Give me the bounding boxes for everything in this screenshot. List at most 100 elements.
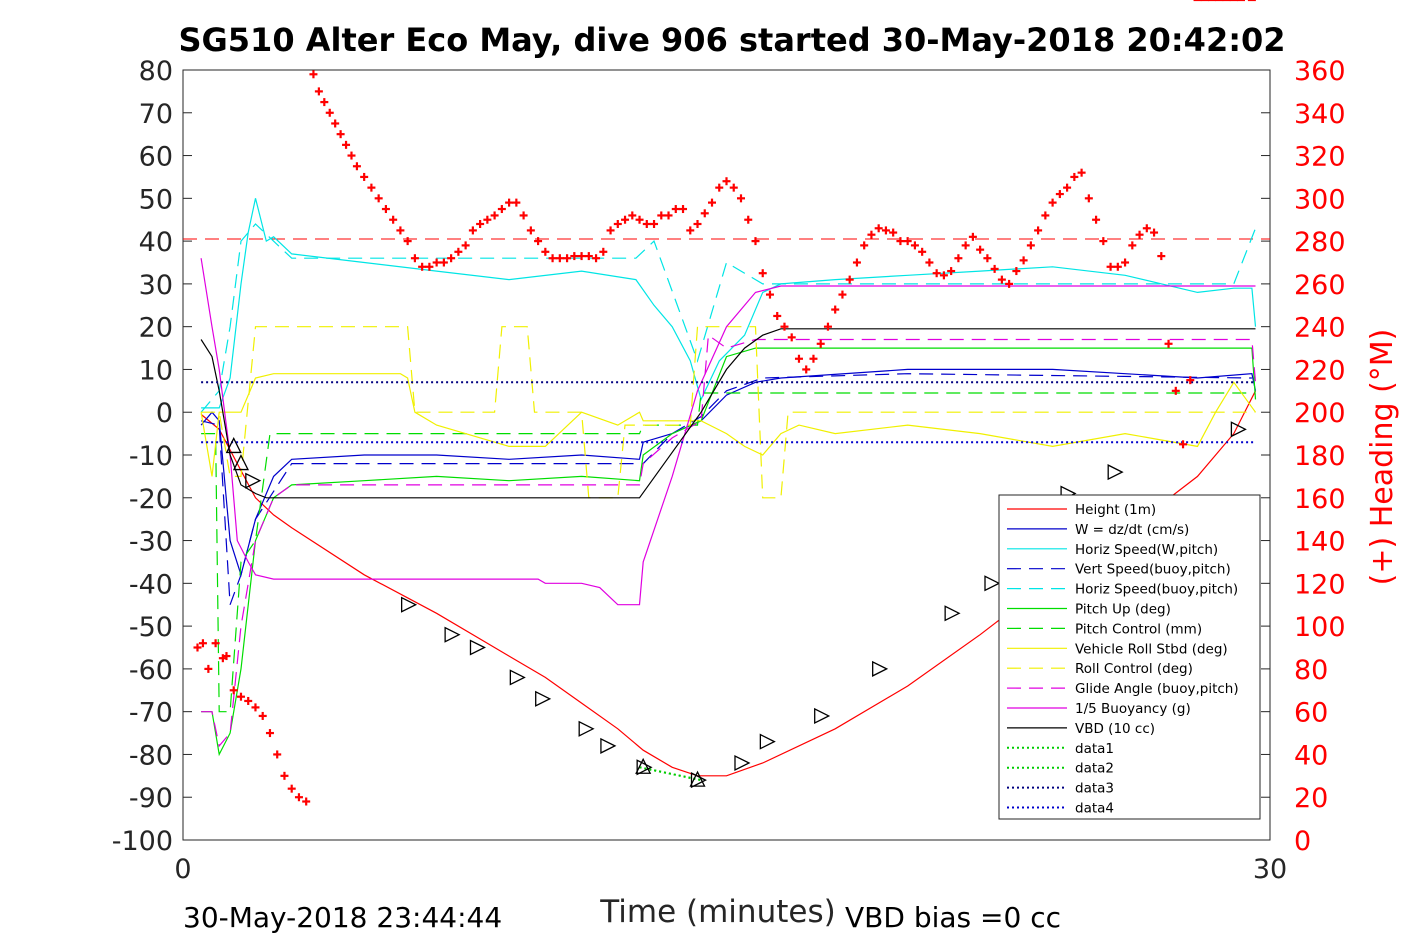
heading-point	[505, 198, 514, 207]
heading-point	[320, 98, 329, 107]
heading-point	[1041, 211, 1050, 220]
series-line-13	[639, 766, 702, 782]
heading-point	[584, 252, 593, 261]
y-tick-label: 0	[156, 398, 173, 429]
x-axis-label: Time (minutes)	[599, 894, 835, 930]
heading-point	[403, 237, 412, 246]
marker-right	[509, 669, 526, 686]
heading-point	[476, 220, 485, 228]
marker-right	[444, 626, 461, 643]
heading-point	[896, 237, 905, 246]
heading-point	[410, 254, 419, 263]
heading-point	[838, 290, 847, 299]
footer-timestamp: 30-May-2018 23:44:44	[183, 901, 502, 934]
legend-label: Vert Speed(buoy,pitch)	[1075, 562, 1231, 578]
heading-point	[563, 254, 572, 263]
heading-point	[425, 262, 434, 271]
y2-tick-label: 120	[1294, 569, 1346, 600]
y2-tick-label: 320	[1294, 142, 1346, 173]
series-line-4	[200, 223, 1257, 413]
heading-point	[519, 211, 528, 220]
heading-point	[570, 252, 579, 261]
heading-point	[447, 254, 456, 263]
heading-point	[432, 258, 441, 267]
heading-point	[325, 108, 334, 117]
legend-label: data3	[1075, 781, 1114, 797]
marker-right	[814, 707, 831, 724]
series-line-11	[200, 328, 1256, 499]
marker-up	[232, 454, 250, 471]
heading-point	[715, 183, 724, 192]
marker-right	[872, 660, 889, 677]
heading-point	[1055, 190, 1064, 199]
y-tick-label: -50	[129, 612, 173, 643]
heading-point	[1084, 194, 1093, 203]
marker-right	[944, 605, 961, 622]
heading-point	[497, 205, 506, 214]
heading-point	[773, 311, 782, 320]
y-tick-label: 40	[139, 227, 173, 258]
y-tick-label: 30	[139, 270, 173, 301]
heading-point	[635, 215, 644, 224]
chart-title: SG510 Alter Eco May, dive 906 started 30…	[178, 21, 1285, 59]
y-tick-label: 20	[139, 313, 173, 344]
heading-point	[1135, 230, 1144, 239]
heading-point	[1026, 241, 1035, 250]
heading-point	[700, 209, 709, 218]
heading-point	[787, 333, 796, 342]
heading-point	[314, 87, 323, 96]
legend-label: VBD (10 cc)	[1075, 721, 1155, 737]
y-tick-label: -30	[129, 527, 173, 558]
heading-point	[664, 211, 673, 220]
heading-point	[903, 237, 912, 246]
heading-point	[1113, 262, 1122, 271]
heading-point	[744, 215, 753, 224]
heading-point	[1092, 215, 1101, 224]
heading-point	[389, 215, 398, 224]
heading-point	[939, 271, 948, 280]
heading-point	[831, 305, 840, 314]
legend-label: data1	[1075, 741, 1114, 757]
heading-point	[265, 729, 274, 738]
heading-point	[794, 354, 803, 363]
heading-point	[708, 198, 717, 207]
heading-point	[889, 228, 898, 237]
heading-point	[555, 254, 564, 263]
heading-point	[925, 258, 934, 267]
x-tick-label: 30	[1253, 854, 1287, 885]
heading-point	[606, 226, 615, 235]
heading-point	[693, 220, 702, 228]
y2-tick-label: 20	[1294, 783, 1328, 814]
heading-point	[736, 194, 745, 203]
heading-point	[1171, 386, 1180, 395]
y2-tick-label: 100	[1294, 612, 1346, 643]
heading-point	[1106, 262, 1115, 271]
heading-point	[309, 70, 318, 79]
heading-point	[722, 177, 731, 186]
y2-tick-label: 200	[1294, 398, 1346, 429]
heading-point	[947, 267, 956, 276]
heading-point	[976, 245, 985, 254]
heading-point	[1063, 183, 1072, 192]
y2-tick-label: 180	[1294, 441, 1346, 472]
heading-point	[621, 215, 630, 224]
heading-point	[1099, 237, 1108, 246]
heading-point	[204, 664, 213, 673]
heading-point	[577, 252, 586, 261]
heading-point	[534, 237, 543, 246]
y-tick-label: -40	[129, 569, 173, 600]
heading-point	[845, 275, 854, 284]
series-line-9	[201, 334, 1257, 748]
marker-up	[689, 770, 706, 787]
heading-point	[1128, 241, 1137, 250]
heading-points	[193, 0, 1256, 806]
y2-tick-label: 340	[1294, 99, 1346, 130]
legend-label: Glide Angle (buoy,pitch)	[1075, 681, 1239, 697]
series-line-8	[201, 326, 1256, 499]
y-tick-label: 70	[139, 99, 173, 130]
y2-tick-label: 40	[1294, 740, 1328, 771]
y-tick-label: 50	[139, 184, 173, 215]
heading-point	[860, 241, 869, 250]
heading-point	[881, 226, 890, 235]
y-axis-left: 80 70 60 50 40 30 20 10 0 -10 -20 -30 -40 -50 -60 -70 -8…	[112, 56, 192, 857]
